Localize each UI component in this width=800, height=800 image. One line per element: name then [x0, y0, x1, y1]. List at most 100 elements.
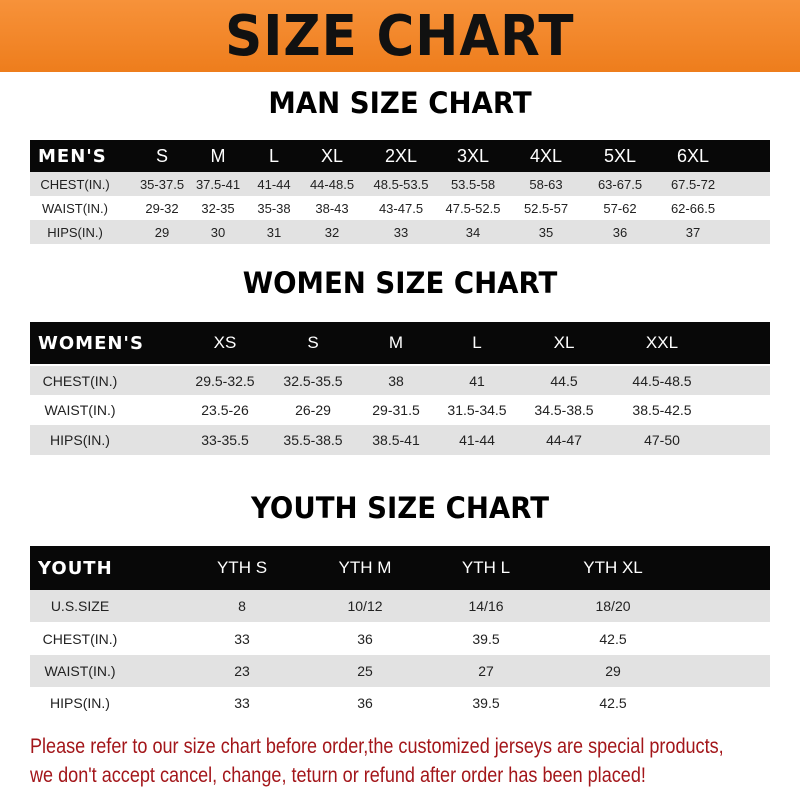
table-row: U.S.SIZE 8 10/12 14/16 18/20: [30, 590, 770, 622]
table-row: WAIST(IN.) 23 25 27 29: [30, 655, 770, 687]
table-cell: 39.5: [472, 630, 500, 647]
table-cell: 62-66.5: [670, 200, 716, 216]
table-cell: 35: [538, 224, 554, 240]
size-header: 3XL: [456, 145, 490, 166]
row-label: HIPS(IN.): [50, 432, 110, 448]
size-header: 4XL: [529, 145, 563, 166]
table-cell: 35-38: [257, 200, 291, 216]
note-line-2: we don't accept cancel, change, teturn o…: [30, 764, 646, 787]
table-cell: 33: [393, 224, 409, 240]
row-label: U.S.SIZE: [50, 598, 110, 614]
size-header: XXL: [645, 333, 679, 352]
size-header: 6XL: [676, 145, 710, 166]
table-cell: 47-50: [644, 432, 680, 448]
table-cell: 38.5-41: [372, 432, 420, 448]
table-row: CHEST(IN.) 29.5-32.5 32.5-35.5 38 41 44.5 44.5…: [30, 366, 770, 395]
table-cell: 41: [469, 372, 485, 389]
table-cell: 38.5-42.5: [632, 402, 692, 418]
table-cell: 18/20: [595, 598, 631, 614]
size-header: S: [307, 333, 319, 352]
table-cell: 44.5: [550, 372, 578, 389]
table-cell: 32: [324, 224, 340, 240]
table-cell: 63-67.5: [597, 176, 643, 192]
men-section-title: MAN SIZE CHART: [268, 86, 532, 120]
table-cell: 31: [266, 224, 282, 240]
size-header: XS: [213, 333, 237, 352]
table-cell: 39.5: [472, 694, 500, 711]
size-header: XL: [553, 333, 575, 352]
table-cell: 57-62: [603, 200, 637, 216]
size-header: XL: [320, 145, 344, 166]
banner-title: SIZE CHART: [225, 3, 575, 69]
row-label: HIPS(IN.): [50, 694, 110, 711]
women-section-title: WOMEN SIZE CHART: [242, 266, 558, 300]
table-cell: 41-44: [459, 432, 495, 448]
size-header: S: [155, 145, 169, 166]
table-title-cell: YOUTH: [38, 557, 113, 579]
table-cell: 10/12: [347, 598, 383, 614]
size-header: YTH L: [461, 558, 511, 577]
row-label: CHEST(IN.): [42, 630, 118, 647]
table-cell: 29-32: [145, 200, 179, 216]
size-header: YTH XL: [583, 558, 643, 577]
table-cell: 38-43: [315, 200, 349, 216]
table-cell: 44-47: [546, 432, 582, 448]
table-cell: 29.5-32.5: [195, 372, 255, 389]
table-cell: 42.5: [599, 694, 627, 711]
size-header: YTH M: [338, 558, 392, 577]
row-label: WAIST(IN.): [44, 402, 116, 418]
table-cell: 36: [612, 224, 628, 240]
table-row: WAIST(IN.) 29-32 32-35 35-38 38-43 43-47.5 47.…: [30, 196, 770, 220]
table-cell: 8: [238, 598, 246, 614]
table-cell: 35-37.5: [139, 176, 185, 192]
table-row: HIPS(IN.) 33-35.5 35.5-38.5 38.5-41 41-44 44-…: [30, 425, 770, 455]
table-cell: 29: [605, 663, 621, 679]
table-cell: 26-29: [295, 402, 331, 418]
table-row: HIPS(IN.) 29 30 31 32 33 34 35 36 37: [30, 220, 770, 244]
youth-section-title: YOUTH SIZE CHART: [250, 491, 550, 525]
table-cell: 27: [478, 663, 494, 679]
table-cell: 53.5-58: [450, 176, 496, 192]
table-cell: 43-47.5: [378, 200, 424, 216]
table-cell: 34.5-38.5: [534, 402, 594, 418]
table-cell: 42.5: [599, 630, 627, 647]
table-cell: 32-35: [201, 200, 235, 216]
table-cell: 36: [357, 694, 373, 711]
table-cell: 35.5-38.5: [283, 432, 343, 448]
size-header: YTH S: [216, 558, 268, 577]
table-row: WAIST(IN.) 23.5-26 26-29 29-31.5 31.5-34.5 34…: [30, 395, 770, 425]
table-cell: 33: [234, 694, 250, 711]
row-label: CHEST(IN.): [40, 176, 110, 192]
table-cell: 30: [210, 224, 226, 240]
size-header: L: [268, 145, 280, 166]
table-cell: 31.5-34.5: [447, 402, 507, 418]
row-label: WAIST(IN.): [44, 663, 116, 679]
table-cell: 48.5-53.5: [373, 176, 429, 192]
table-cell: 37: [685, 224, 701, 240]
table-cell: 33-35.5: [201, 432, 249, 448]
table-title-cell: WOMEN'S: [38, 332, 144, 354]
table-cell: 36: [357, 630, 373, 647]
table-cell: 29-31.5: [372, 402, 420, 418]
table-cell: 41-44: [257, 176, 291, 192]
banner: SIZE CHART: [0, 0, 800, 72]
table-header-row: WOMEN'S XS S M L XL XXL: [30, 322, 770, 364]
table-cell: 47.5-52.5: [445, 200, 501, 216]
table-cell: 67.5-72: [670, 176, 716, 192]
row-label: CHEST(IN.): [42, 372, 118, 389]
table-header-row: YOUTH YTH S YTH M YTH L YTH XL: [30, 546, 770, 590]
table-row: CHEST(IN.) 35-37.5 37.5-41 41-44 44-48.5 48.5…: [30, 172, 770, 196]
table-cell: 44.5-48.5: [632, 372, 692, 389]
table-cell: 37.5-41: [195, 176, 241, 192]
table-cell: 14/16: [468, 598, 504, 614]
table-cell: 23.5-26: [201, 402, 249, 418]
table-cell: 32.5-35.5: [283, 372, 343, 389]
note-line-1: Please refer to our size chart before or…: [30, 735, 724, 758]
row-label: WAIST(IN.): [42, 200, 108, 216]
table-cell: 34: [465, 224, 481, 240]
table-cell: 33: [234, 630, 250, 647]
table-row: CHEST(IN.) 33 36 39.5 42.5: [30, 622, 770, 655]
table-title-cell: MEN'S: [38, 145, 107, 167]
table-header-row: MEN'S S M L XL 2XL 3XL 4XL 5XL 6XL: [30, 140, 770, 172]
table-row: HIPS(IN.) 33 36 39.5 42.5: [30, 687, 770, 718]
